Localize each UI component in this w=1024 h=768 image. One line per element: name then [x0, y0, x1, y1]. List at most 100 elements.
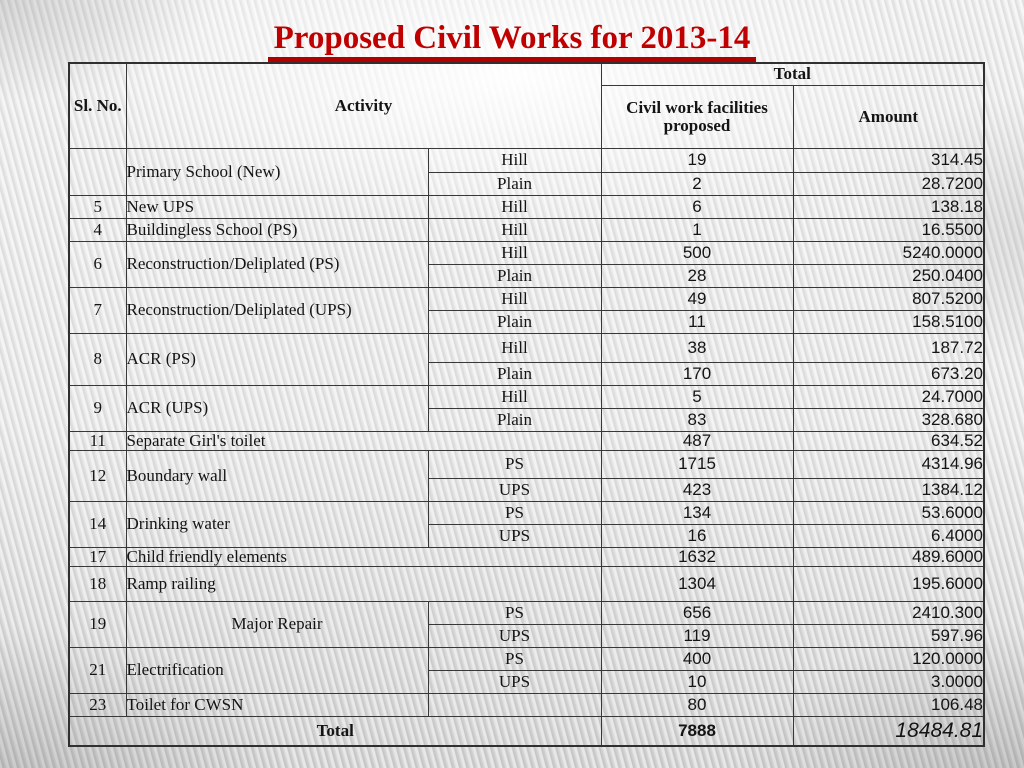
sl-cell: 8	[68, 332, 127, 386]
amount-cell: 314.45	[792, 147, 985, 173]
subtype-cell: Plain	[427, 309, 602, 334]
col-header-facilities: Civil work facilities proposed	[600, 84, 794, 149]
subtype-cell	[427, 692, 602, 717]
activity-cell: Buildingless School (PS)	[125, 217, 429, 242]
subtype-cell: PS	[427, 449, 602, 479]
activity-cell: Major Repair	[125, 600, 429, 648]
sl-cell: 18	[68, 565, 127, 602]
facilities-cell: 6	[600, 194, 794, 219]
sl-cell: 7	[68, 286, 127, 334]
table-row: 7 Reconstruction/Deliplated (UPS) Hill 4…	[68, 286, 985, 334]
total-amount-cell: 18484.81	[792, 715, 985, 747]
table-header: Sl. No. Activity Total Civil work facili…	[68, 62, 985, 149]
col-header-sl-no: Sl. No.	[68, 62, 127, 149]
table-row: 12 Boundary wall PS 1715 4314.96	[68, 449, 985, 502]
amount-cell: 6.4000	[792, 523, 985, 548]
sl-cell: 17	[68, 546, 127, 567]
amount-cell: 5240.0000	[792, 240, 985, 265]
activity-cell: Child friendly elements	[125, 546, 602, 567]
facilities-cell: 83	[600, 407, 794, 432]
sl-cell: 6	[68, 240, 127, 288]
amount-cell: 28.7200	[792, 171, 985, 196]
subtype-cell: UPS	[427, 523, 602, 548]
table-row: 6 Reconstruction/Deliplated (PS) Hill 50…	[68, 240, 985, 288]
table-row: 17 Child friendly elements 1632 489.6000	[68, 546, 985, 567]
total-row: Total 7888 18484.81	[68, 715, 985, 747]
facilities-cell: 400	[600, 646, 794, 671]
amount-cell: 195.6000	[792, 565, 985, 602]
subtype-cell: Hill	[427, 147, 602, 173]
activity-cell: ACR (UPS)	[125, 384, 429, 432]
facilities-cell: 1	[600, 217, 794, 242]
header-row-total: Sl. No. Activity Total	[68, 62, 985, 149]
activity-cell: Reconstruction/Deliplated (PS)	[125, 240, 429, 288]
total-label-cell: Total	[68, 715, 602, 747]
facilities-cell: 656	[600, 600, 794, 625]
amount-cell: 53.6000	[792, 500, 985, 525]
table-row: UPS 16 6.4000	[69, 523, 985, 548]
sl-cell: 4	[68, 217, 127, 242]
amount-cell: 138.18	[792, 194, 985, 219]
activity-cell: Primary School (New)	[125, 147, 429, 196]
subtype-cell: UPS	[427, 477, 602, 502]
table-row: 11 Separate Girl's toilet 487 634.52	[68, 430, 985, 451]
amount-cell: 250.0400	[792, 263, 985, 288]
amount-cell: 634.52	[792, 430, 985, 451]
subtype-cell: UPS	[427, 623, 602, 648]
facilities-cell: 1304	[600, 565, 794, 602]
facilities-cell: 2	[600, 171, 794, 196]
table-row: 23 Toilet for CWSN 80 106.48	[68, 692, 985, 717]
activity-cell: Reconstruction/Deliplated (UPS)	[125, 286, 429, 334]
header-row-sub: Civil work facilities proposed Amount	[69, 84, 985, 149]
facilities-cell: 134	[600, 500, 794, 525]
facilities-cell: 38	[600, 332, 794, 363]
facilities-cell: 80	[600, 692, 794, 717]
amount-cell: 328.680	[792, 407, 985, 432]
facilities-cell: 500	[600, 240, 794, 265]
table-row: 14 Drinking water PS 134 53.6000	[68, 500, 985, 548]
facilities-cell: 49	[600, 286, 794, 311]
amount-cell: 3.0000	[792, 669, 985, 694]
col-header-amount: Amount	[792, 84, 985, 149]
facilities-cell: 170	[600, 361, 794, 386]
col-header-activity: Activity	[125, 62, 602, 149]
subtype-cell: Hill	[427, 332, 602, 363]
subtype-cell: Hill	[427, 217, 602, 242]
sl-cell: 5	[68, 194, 127, 219]
sl-cell: 9	[68, 384, 127, 432]
table-row: 21 Electrification PS 400 120.0000	[68, 646, 985, 694]
facilities-cell: 16	[600, 523, 794, 548]
amount-cell: 187.72	[792, 332, 985, 363]
subtype-cell: Hill	[427, 240, 602, 265]
activity-cell: Drinking water	[125, 500, 429, 548]
table-row: 4 Buildingless School (PS) Hill 1 16.550…	[68, 217, 985, 242]
subtype-cell: UPS	[427, 669, 602, 694]
sl-cell	[68, 147, 127, 196]
facilities-cell: 10	[600, 669, 794, 694]
subtype-cell: PS	[427, 500, 602, 525]
subtype-cell: Hill	[427, 194, 602, 219]
amount-cell: 597.96	[792, 623, 985, 648]
activity-cell: New UPS	[125, 194, 429, 219]
subtype-cell: Plain	[427, 361, 602, 386]
amount-cell: 106.48	[792, 692, 985, 717]
table-row: Plain 83 328.680	[69, 407, 985, 432]
amount-cell: 120.0000	[792, 646, 985, 671]
table-row: 5 New UPS Hill 6 138.18	[68, 194, 985, 219]
facilities-cell: 119	[600, 623, 794, 648]
facilities-cell: 487	[600, 430, 794, 451]
sl-cell: 23	[68, 692, 127, 717]
amount-cell: 158.5100	[792, 309, 985, 334]
amount-cell: 489.6000	[792, 546, 985, 567]
subtype-cell: PS	[427, 600, 602, 625]
subtype-cell: Hill	[427, 384, 602, 409]
subtype-cell: Hill	[427, 286, 602, 311]
table-row: Plain 170 673.20	[69, 361, 985, 386]
amount-cell: 807.5200	[792, 286, 985, 311]
table-row: Plain 11 158.5100	[69, 309, 985, 334]
table-row: 9 ACR (UPS) Hill 5 24.7000	[68, 384, 985, 432]
table-row: Plain 28 250.0400	[69, 263, 985, 288]
table-row: 8 ACR (PS) Hill 38 187.72	[68, 332, 985, 386]
subtype-cell: PS	[427, 646, 602, 671]
table-row: Plain 2 28.7200	[69, 171, 985, 196]
